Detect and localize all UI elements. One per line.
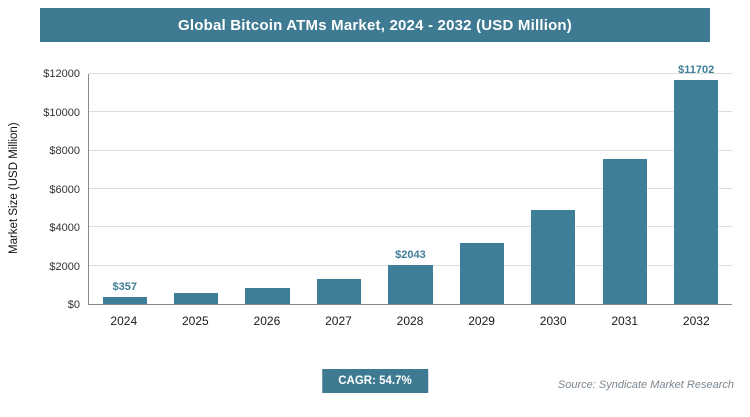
bar-2030[interactable] [531, 210, 576, 304]
y-tick-label: $4000 [49, 222, 80, 235]
x-tick-label: 2025 [181, 314, 209, 328]
cagr-badge: CAGR: 54.7% [322, 369, 428, 393]
bar-2024[interactable] [102, 297, 147, 304]
source-note: Source: Syndicate Market Research [557, 379, 734, 391]
y-tick-label: $2000 [49, 260, 80, 273]
bar-2025[interactable] [174, 293, 219, 304]
gridline [89, 226, 732, 228]
chart-title: Global Bitcoin ATMs Market, 2024 - 2032 … [177, 16, 572, 34]
bar-chart: $357 $2043 $11702 $0 $2000 $4000 $6000 $8000 $1… [43, 64, 732, 328]
bar-value-label: $357 [112, 281, 137, 294]
bar-slot [232, 74, 303, 304]
gridline [89, 188, 732, 189]
bar-slot [303, 74, 374, 304]
x-tick-label: 2030 [539, 314, 567, 328]
y-tick-labels: $0 $2000 $4000 $6000 $8000 $10000 $12000 [18, 68, 88, 311]
y-tick-label: $0 [67, 299, 80, 311]
bar-slot [446, 74, 517, 304]
gridline [89, 73, 732, 74]
y-tick-label: $12000 [43, 68, 80, 80]
bar-value-label: $11702 [678, 63, 715, 76]
bar-slot [160, 74, 231, 304]
plot-area: $357 $2043 $11702 [88, 64, 732, 305]
bar-2031[interactable] [602, 159, 647, 304]
bar-2026[interactable] [245, 287, 290, 304]
bar-slot: $11702 [661, 64, 732, 304]
chart-title-banner: Global Bitcoin ATMs Market, 2024 - 2032 … [40, 8, 710, 42]
x-tick-label: 2028 [396, 314, 424, 328]
bar-2032[interactable] [674, 79, 719, 304]
y-tick-label: $8000 [49, 145, 80, 158]
bar-2027[interactable] [316, 278, 362, 304]
bar-slot: $2043 [375, 74, 446, 304]
x-axis-labels: 2024 2025 2026 2027 2028 2029 2030 2031 2032 [88, 314, 732, 328]
x-tick-label: 2029 [468, 314, 495, 328]
x-tick-label: 2027 [325, 314, 352, 328]
bar-slot [589, 74, 660, 304]
x-tick-label: 2024 [110, 314, 138, 328]
gridline [89, 111, 732, 113]
gridline [89, 149, 732, 151]
x-tick-label: 2032 [682, 314, 710, 328]
bar-slot: $357 [89, 74, 160, 304]
bar-2029[interactable] [459, 243, 505, 304]
bar-value-label: $2043 [395, 248, 426, 261]
y-tick-label: $10000 [43, 106, 80, 119]
x-tick-label: 2026 [253, 314, 281, 328]
x-tick-label: 2031 [611, 314, 639, 328]
bars: $357 $2043 $11702 [89, 64, 732, 304]
bar-2028[interactable] [388, 264, 433, 304]
y-tick-label: $6000 [49, 183, 80, 196]
bar-slot [518, 74, 589, 304]
